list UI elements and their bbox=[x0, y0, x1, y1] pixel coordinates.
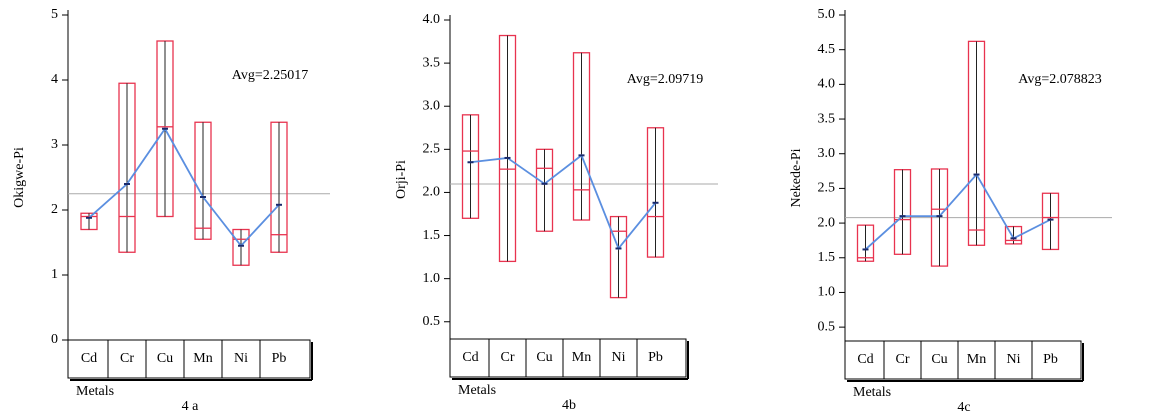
y-tick-label: 2.5 bbox=[818, 181, 836, 196]
y-axis-label: Orji-Pi bbox=[394, 160, 409, 199]
mean-line bbox=[470, 153, 657, 251]
y-tick-label: 3.5 bbox=[818, 111, 836, 126]
chart-title: 4b bbox=[562, 398, 576, 413]
y-tick-label: 3.5 bbox=[423, 55, 441, 70]
chart-title: 4c bbox=[957, 400, 970, 415]
y-tick-label: 1.5 bbox=[818, 250, 836, 265]
y-tick-label: 4 bbox=[51, 72, 58, 87]
y-tick-label: 0 bbox=[51, 332, 58, 347]
category-table bbox=[67, 339, 311, 379]
x-tick-label: Cu bbox=[157, 351, 173, 366]
x-tick-label: Cr bbox=[120, 351, 134, 366]
x-tick-label: Cr bbox=[501, 350, 515, 365]
y-tick-label: 1 bbox=[51, 267, 58, 282]
y-tick-label: 1.0 bbox=[423, 271, 441, 286]
y-tick-label: 0.5 bbox=[818, 319, 836, 334]
panel: 0.5 1.0 1.5 2.0 2.5 3.0 3.5 4.0 Orji-Pi Avg=2.097… bbox=[394, 12, 718, 413]
y-tick-label: 2.5 bbox=[423, 142, 441, 157]
x-tick-label: Cd bbox=[462, 350, 478, 365]
y-tick-label: 1.0 bbox=[818, 285, 836, 300]
mean-line bbox=[88, 127, 280, 248]
y-tick-label: 4.0 bbox=[818, 77, 836, 92]
y-tick-label: 5 bbox=[51, 7, 58, 22]
x-tick-label: Mn bbox=[967, 352, 986, 367]
chart-title: 4 a bbox=[182, 399, 200, 414]
x-tick-label: Pb bbox=[272, 351, 287, 366]
x-tick-label: Ni bbox=[1007, 352, 1021, 367]
x-tick-label: Ni bbox=[612, 350, 626, 365]
x-axis-label: Metals bbox=[76, 384, 114, 399]
y-tick-label: 2.0 bbox=[423, 185, 441, 200]
x-tick-label: Ni bbox=[234, 351, 248, 366]
category-table bbox=[449, 338, 687, 378]
x-axis-label: Metals bbox=[458, 383, 496, 398]
y-tick-label: 3.0 bbox=[423, 98, 441, 113]
x-tick-label: Cu bbox=[536, 350, 552, 365]
y-tick-label: 4.0 bbox=[423, 12, 441, 27]
x-tick-label: Pb bbox=[1043, 352, 1058, 367]
x-tick-label: Mn bbox=[572, 350, 591, 365]
x-tick-label: Cd bbox=[81, 351, 97, 366]
y-tick-label: 3.0 bbox=[818, 146, 836, 161]
average-label: Avg=2.078823 bbox=[1018, 72, 1101, 87]
category-table bbox=[844, 340, 1082, 380]
x-tick-label: Mn bbox=[193, 351, 212, 366]
average-label: Avg=2.09719 bbox=[627, 72, 703, 87]
y-axis-label: Okigwe-Pi bbox=[12, 147, 27, 208]
average-label: Avg=2.25017 bbox=[232, 68, 308, 83]
y-tick-label: 5.0 bbox=[818, 7, 836, 22]
panel: 0 1 2 3 4 5 Okigwe-Pi Avg=2.25017 Cd Cr Cu Mn Ni Pb Me… bbox=[12, 7, 330, 414]
x-tick-label: Pb bbox=[648, 350, 663, 365]
y-tick-label: 2.0 bbox=[818, 215, 836, 230]
y-axis-label: Nekede-Pi bbox=[789, 148, 804, 207]
y-tick-label: 1.5 bbox=[423, 228, 441, 243]
y-tick-label: 3 bbox=[51, 137, 58, 152]
y-tick-label: 2 bbox=[51, 202, 58, 217]
x-tick-label: Cu bbox=[931, 352, 947, 367]
x-tick-label: Cr bbox=[896, 352, 910, 367]
y-tick-label: 0.5 bbox=[423, 314, 441, 329]
x-axis-label: Metals bbox=[853, 385, 891, 400]
panel: 0.5 1.0 1.5 2.0 2.5 3.0 3.5 4.0 4.5 5.0 Nekede-Pi A… bbox=[789, 7, 1112, 415]
y-tick-label: 4.5 bbox=[818, 42, 836, 57]
mean-line bbox=[864, 173, 1051, 251]
x-tick-label: Cd bbox=[857, 352, 873, 367]
